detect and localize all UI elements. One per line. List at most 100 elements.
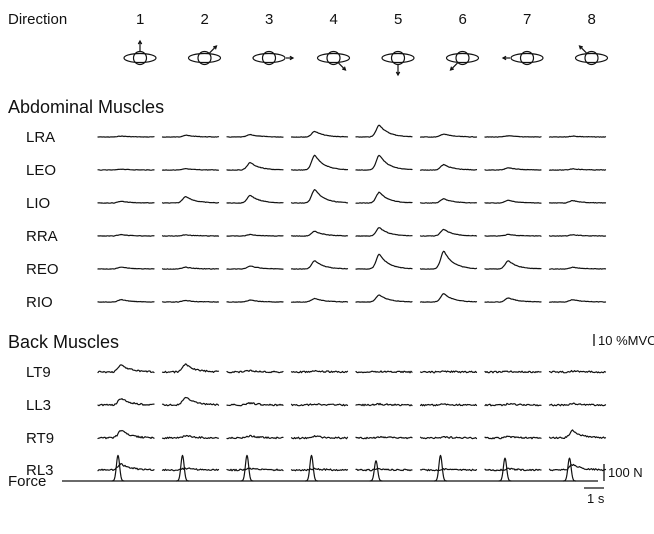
muscle-label-lt9: LT9 (26, 364, 51, 381)
emg-trace-lio-dir-5 (355, 191, 413, 204)
direction-number-5: 5 (394, 11, 402, 28)
platform-ellipse (316, 52, 351, 64)
time-scale-bar: 1 s (584, 487, 605, 506)
direction-label: Direction (8, 11, 67, 28)
muscle-label-leo: LEO (26, 162, 56, 179)
direction-number-6: 6 (459, 11, 467, 28)
arrow-up-right-icon (209, 45, 218, 54)
subject-direction-icon (123, 39, 157, 66)
direction-icons (123, 39, 609, 77)
head-circle (197, 50, 212, 66)
arrow-left-icon (501, 55, 510, 61)
force-pulse-dir-1 (111, 454, 125, 482)
subject-direction-icon (501, 50, 544, 66)
emg-trace-rt9-dir-8 (548, 429, 607, 440)
emg-trace-lio-dir-7 (484, 199, 542, 204)
back-traces: LT9 LL3 RT9 RL3 (26, 363, 607, 479)
direction-number-1: 1 (136, 11, 144, 28)
emg-trace-lt9-dir-3 (226, 369, 284, 374)
emg-trace-leo-dir-7 (484, 167, 542, 171)
platform-ellipse (252, 52, 286, 64)
direction-number-2: 2 (201, 11, 209, 28)
emg-trace-lio-dir-4 (290, 189, 349, 204)
head-circle (584, 50, 599, 66)
emg-trace-lra-dir-4 (290, 130, 349, 138)
force-pulse-dir-3 (240, 454, 254, 482)
direction-numbers: 1 2 3 4 5 6 7 8 (136, 11, 596, 28)
emg-trace-reo-dir-5 (355, 253, 413, 270)
arrow-down-right-icon (338, 62, 347, 71)
emg-trace-lt9-dir-1 (97, 364, 155, 374)
emg-trace-rra-dir-7 (484, 233, 542, 237)
emg-trace-lio-dir-2 (161, 196, 220, 204)
abdominal-traces: LRA LEO LIO RRA REO RIO (26, 124, 607, 311)
section-title-back: Back Muscles (8, 332, 119, 352)
emg-trace-reo-dir-2 (161, 266, 220, 270)
platform-ellipse (381, 52, 415, 64)
emg-trace-ll3-dir-8 (548, 402, 607, 407)
force-pulse-dir-7 (498, 457, 512, 482)
head-circle (519, 50, 535, 66)
muscle-label-rl3: RL3 (26, 462, 54, 479)
emg-trace-lra-dir-1 (97, 135, 155, 138)
emg-trace-rio-dir-5 (355, 294, 413, 303)
emg-trace-rio-dir-7 (484, 297, 542, 303)
muscle-label-ll3: LL3 (26, 397, 51, 414)
emg-trace-rt9-dir-6 (419, 436, 478, 440)
emg-trace-lt9-dir-5 (355, 370, 413, 374)
emg-trace-lio-dir-6 (419, 198, 478, 204)
emg-trace-rl3-dir-4 (290, 467, 349, 472)
emg-trace-lio-dir-3 (226, 194, 284, 204)
emg-trace-reo-dir-6 (419, 250, 478, 270)
emg-trace-rt9-dir-1 (97, 429, 155, 440)
force-pulse-dir-5 (369, 460, 383, 482)
emg-trace-leo-dir-6 (419, 163, 478, 171)
emg-scale-bar: 10 %MVC (593, 333, 654, 348)
emg-trace-rio-dir-1 (97, 298, 155, 303)
emg-trace-lra-dir-7 (484, 135, 542, 138)
direction-number-3: 3 (265, 11, 273, 28)
head-circle (132, 50, 148, 66)
emg-trace-lt9-dir-7 (484, 370, 542, 374)
emg-trace-rt9-dir-5 (355, 435, 413, 440)
emg-trace-lra-dir-3 (226, 133, 284, 138)
emg-trace-ll3-dir-7 (484, 402, 542, 407)
emg-trace-leo-dir-1 (97, 168, 155, 171)
emg-trace-reo-dir-7 (484, 260, 542, 270)
emg-trace-rio-dir-3 (226, 299, 284, 303)
emg-trace-lra-dir-8 (548, 135, 607, 138)
muscle-label-lio: LIO (26, 195, 50, 212)
emg-trace-leo-dir-2 (161, 168, 220, 171)
subject-direction-icon (316, 50, 351, 71)
subject-direction-icon (187, 45, 222, 66)
muscle-label-reo: REO (26, 261, 59, 278)
time-scale-label: 1 s (587, 491, 605, 506)
emg-trace-lt9-dir-2 (161, 363, 220, 374)
direction-number-8: 8 (588, 11, 596, 28)
emg-trace-lt9-dir-6 (419, 370, 478, 374)
force-row: Force (8, 454, 598, 490)
emg-trace-rt9-dir-3 (226, 434, 284, 440)
platform-ellipse (574, 52, 609, 64)
subject-direction-icon (445, 50, 480, 71)
force-pulse-dir-6 (433, 454, 448, 482)
emg-trace-lt9-dir-8 (548, 369, 607, 374)
emg-trace-lra-dir-6 (419, 133, 478, 138)
direction-number-7: 7 (523, 11, 531, 28)
platform-ellipse (510, 52, 544, 64)
emg-trace-rl3-dir-1 (97, 462, 155, 472)
arrow-down-left-icon (449, 62, 458, 71)
emg-trace-rl3-dir-3 (226, 467, 284, 472)
force-scale-bar: 100 N (603, 464, 643, 481)
force-pulse-dir-2 (175, 454, 190, 482)
emg-trace-leo-dir-8 (548, 168, 607, 171)
emg-trace-ll3-dir-2 (161, 396, 220, 407)
emg-trace-reo-dir-8 (548, 266, 607, 270)
emg-trace-leo-dir-3 (226, 161, 284, 171)
muscle-label-rra: RRA (26, 228, 58, 245)
emg-trace-lra-dir-5 (355, 124, 413, 138)
muscle-label-rt9: RT9 (26, 430, 54, 447)
emg-trace-ll3-dir-5 (355, 402, 413, 407)
emg-trace-rt9-dir-4 (290, 435, 349, 440)
